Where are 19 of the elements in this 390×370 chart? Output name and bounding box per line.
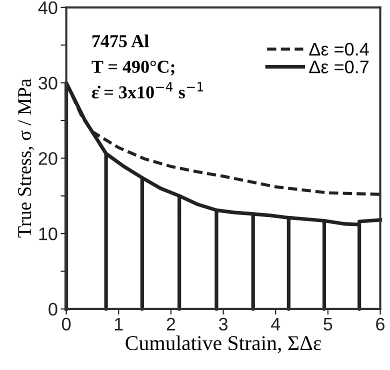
y-tick-label: 30	[38, 76, 58, 90]
x-tick-label: 0	[62, 318, 71, 331]
y-tick-label: 10	[39, 227, 58, 240]
y-tick-label: 40	[38, 1, 58, 14]
annotation: ε̇ = 3x10$^{−4}$ s$^{−1}$	[92, 82, 204, 98]
x-tick-label: 5	[324, 318, 332, 331]
y-tick-label: 20	[38, 152, 58, 165]
annotation: 7475 Al	[92, 34, 149, 48]
y-tick-label: 0	[48, 302, 58, 316]
legend-label: Δε =0.7	[309, 60, 369, 74]
legend-label: Δε =0.4	[309, 42, 369, 56]
x-tick-label: 3	[218, 318, 228, 331]
x-tick-label: 2	[166, 318, 176, 330]
x-tick-label: 4	[270, 318, 280, 330]
x-axis-title: Cumulative Strain, ΣΔε	[126, 336, 322, 354]
annotation: T = 490°C;	[92, 60, 174, 76]
y-axis-title: True Stress, σ / MPa	[18, 78, 34, 238]
x-tick-label: 6	[376, 318, 384, 331]
x-tick-label: 1	[114, 318, 123, 330]
